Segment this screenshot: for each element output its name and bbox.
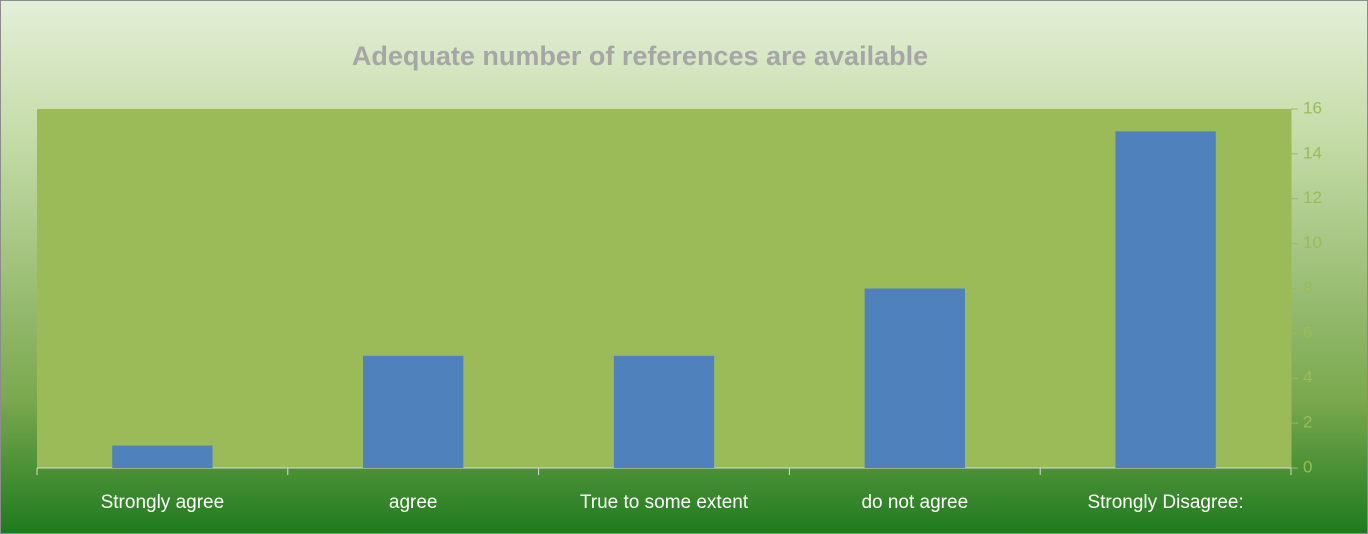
chart-title: Adequate number of references are availa… xyxy=(352,41,928,71)
y-tick-label: 0 xyxy=(1303,457,1312,476)
bar xyxy=(112,445,213,468)
x-tick-label: True to some extent xyxy=(580,492,749,513)
x-tick-label: agree xyxy=(389,492,438,513)
y-tick-label: 16 xyxy=(1303,98,1322,117)
y-tick-label: 10 xyxy=(1303,233,1322,252)
bar xyxy=(363,355,464,468)
bar xyxy=(1115,131,1216,468)
bar xyxy=(864,288,965,468)
x-tick-label: Strongly Disagree: xyxy=(1087,492,1243,513)
x-tick-label: Strongly agree xyxy=(101,492,225,513)
x-tick-label: do not agree xyxy=(861,492,968,513)
y-tick-label: 6 xyxy=(1303,323,1312,342)
y-tick-label: 14 xyxy=(1303,143,1322,162)
bar xyxy=(613,355,715,468)
y-tick-label: 8 xyxy=(1303,278,1312,297)
y-tick-label: 12 xyxy=(1303,188,1322,207)
y-tick-label: 2 xyxy=(1303,413,1312,432)
y-tick-label: 4 xyxy=(1303,368,1312,387)
